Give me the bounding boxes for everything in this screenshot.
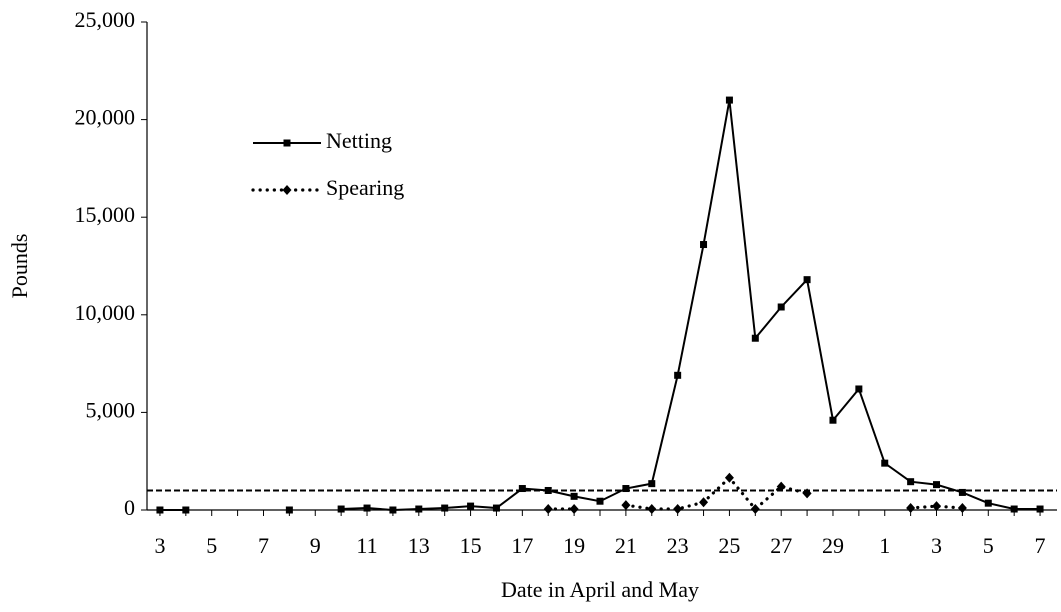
marker <box>673 504 683 515</box>
x-tick-label: 9 <box>310 533 321 558</box>
marker <box>570 492 578 500</box>
marker <box>569 504 579 515</box>
x-tick-label: 5 <box>206 533 217 558</box>
marker <box>932 501 942 512</box>
marker <box>802 488 812 499</box>
y-tick-label: 20,000 <box>75 105 136 130</box>
marker <box>337 505 345 513</box>
marker <box>750 504 760 515</box>
x-tick-label: 1 <box>879 533 890 558</box>
marker <box>647 504 657 515</box>
marker <box>285 506 293 514</box>
marker <box>777 303 785 311</box>
marker <box>182 506 190 514</box>
y-tick-label: 5,000 <box>86 397 136 422</box>
marker <box>725 96 733 104</box>
marker <box>389 506 397 514</box>
marker <box>881 459 889 467</box>
marker <box>906 503 916 514</box>
marker <box>907 478 915 486</box>
y-tick-label: 25,000 <box>75 7 136 32</box>
x-tick-label: 3 <box>154 533 165 558</box>
marker <box>984 499 992 507</box>
marker <box>933 481 941 489</box>
data-line <box>159 99 1041 512</box>
x-tick-label: 27 <box>770 533 792 558</box>
marker <box>700 241 708 249</box>
x-tick-label: 5 <box>983 533 994 558</box>
y-tick-label: 0 <box>124 495 135 520</box>
x-tick-label: 17 <box>511 533 533 558</box>
x-tick-label: 3 <box>931 533 942 558</box>
y-tick-label: 15,000 <box>75 202 136 227</box>
marker <box>156 506 164 514</box>
x-tick-label: 25 <box>718 533 740 558</box>
marker <box>467 502 475 510</box>
marker <box>596 497 604 505</box>
legend-label: Netting <box>326 128 392 153</box>
legend-marker <box>282 185 292 195</box>
marker <box>803 276 811 284</box>
marker <box>1010 505 1018 513</box>
x-tick-label: 13 <box>408 533 430 558</box>
legend-marker <box>283 139 291 147</box>
marker <box>441 504 449 512</box>
marker <box>958 488 966 496</box>
y-tick-label: 10,000 <box>75 300 136 325</box>
x-axis-title: Date in April and May <box>501 577 699 602</box>
marker <box>518 485 526 493</box>
marker <box>751 334 759 342</box>
marker <box>622 485 630 493</box>
marker <box>1036 505 1044 513</box>
x-tick-label: 7 <box>258 533 269 558</box>
marker <box>724 472 734 483</box>
marker <box>543 504 553 515</box>
x-tick-label: 19 <box>563 533 585 558</box>
legend-label: Spearing <box>326 175 404 200</box>
marker <box>648 480 656 488</box>
marker <box>776 481 786 492</box>
x-tick-label: 21 <box>615 533 637 558</box>
marker <box>492 504 500 512</box>
x-tick-label: 29 <box>822 533 844 558</box>
marker <box>415 505 423 513</box>
marker <box>544 486 552 494</box>
marker <box>674 371 682 379</box>
marker <box>621 500 631 511</box>
marker <box>699 497 709 508</box>
x-tick-label: 23 <box>667 533 689 558</box>
y-axis-title: Pounds <box>7 234 32 299</box>
x-tick-label: 15 <box>460 533 482 558</box>
x-tick-label: 7 <box>1035 533 1046 558</box>
marker <box>855 385 863 393</box>
marker <box>829 416 837 424</box>
marker <box>363 504 371 512</box>
marker <box>957 503 967 514</box>
x-tick-label: 11 <box>356 533 377 558</box>
